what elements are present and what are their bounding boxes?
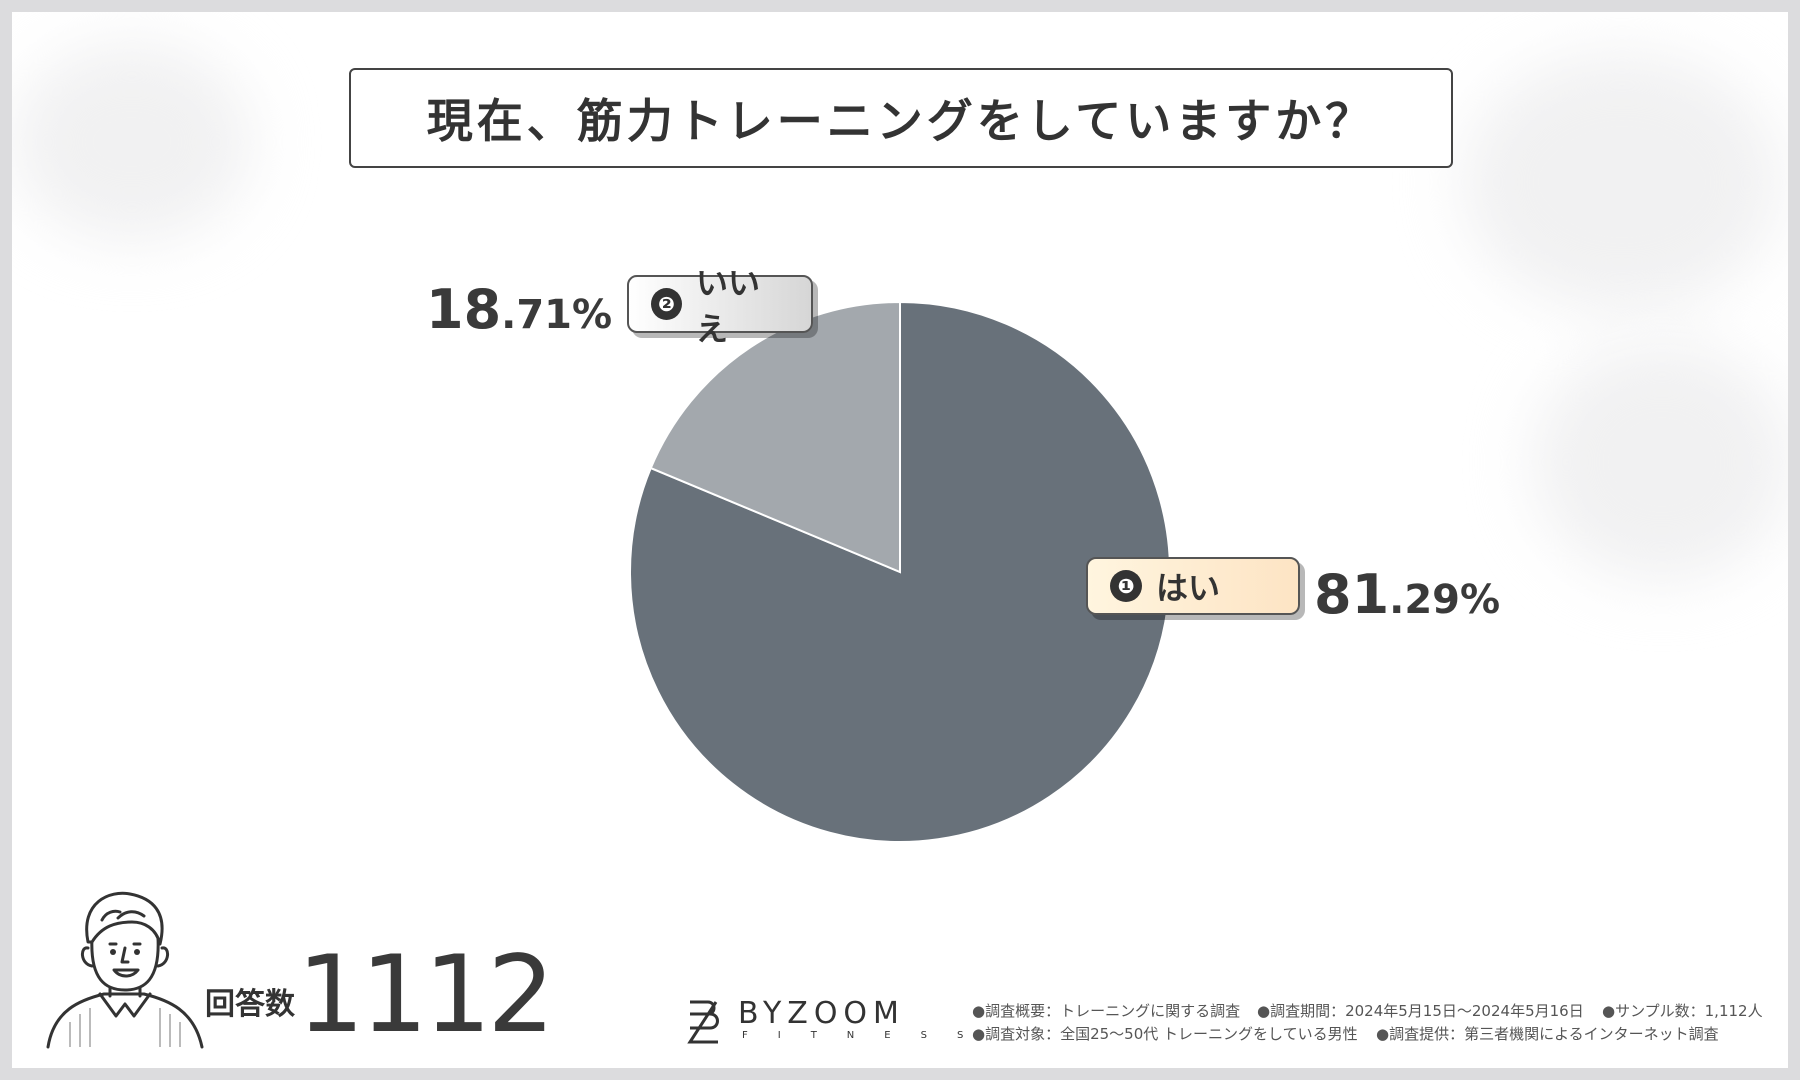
respondents-count: 1112 xyxy=(297,933,555,1056)
note-overview: ●調査概要：トレーニングに関する調査 xyxy=(972,1002,1241,1020)
note-sample: ●サンプル数：1,112人 xyxy=(1602,1002,1763,1020)
brand-subtitle: FITNESS xyxy=(742,1030,994,1041)
percent-integer: 18 xyxy=(426,278,502,341)
number-marker-2: ❷ xyxy=(651,288,682,320)
man-avatar-icon xyxy=(46,891,204,1049)
respondents-label: 回答数 xyxy=(205,987,295,1022)
percent-decimal: .29% xyxy=(1389,577,1501,623)
number-marker-1: ❶ xyxy=(1110,570,1142,602)
percent-integer: 81 xyxy=(1314,563,1390,626)
background-texture xyxy=(1462,52,1782,312)
background-texture xyxy=(12,42,252,242)
pie-slice-no xyxy=(649,300,901,574)
slice-label-text: いいえ xyxy=(696,264,761,348)
pie-chart xyxy=(629,300,1171,843)
brand-logo-icon xyxy=(687,1000,719,1044)
slice-label-yes: ❶ はい xyxy=(1086,557,1300,615)
infographic-frame: 現在、筋力トレーニングをしていますか？ 81.29% 18.71% ❶ はい ❷… xyxy=(12,12,1788,1068)
note-period: ●調査期間：2024年5月15日〜2024年5月16日 xyxy=(1257,1002,1584,1020)
slice-percent-yes: 81.29% xyxy=(1314,563,1500,626)
note-target: ●調査対象：全国25〜50代 トレーニングをしている男性 xyxy=(972,1025,1358,1043)
slice-label-no: ❷ いいえ xyxy=(627,264,813,348)
note-provider: ●調査提供：第三者機関によるインターネット調査 xyxy=(1376,1025,1719,1043)
chart-title: 現在、筋力トレーニングをしていますか？ xyxy=(349,68,1453,168)
brand-name: BYZOOM xyxy=(738,996,905,1031)
percent-decimal: .71% xyxy=(501,292,613,338)
slice-label-text: はい xyxy=(1156,569,1221,607)
slice-percent-no: 18.71% xyxy=(426,278,612,341)
background-texture xyxy=(1532,342,1788,582)
